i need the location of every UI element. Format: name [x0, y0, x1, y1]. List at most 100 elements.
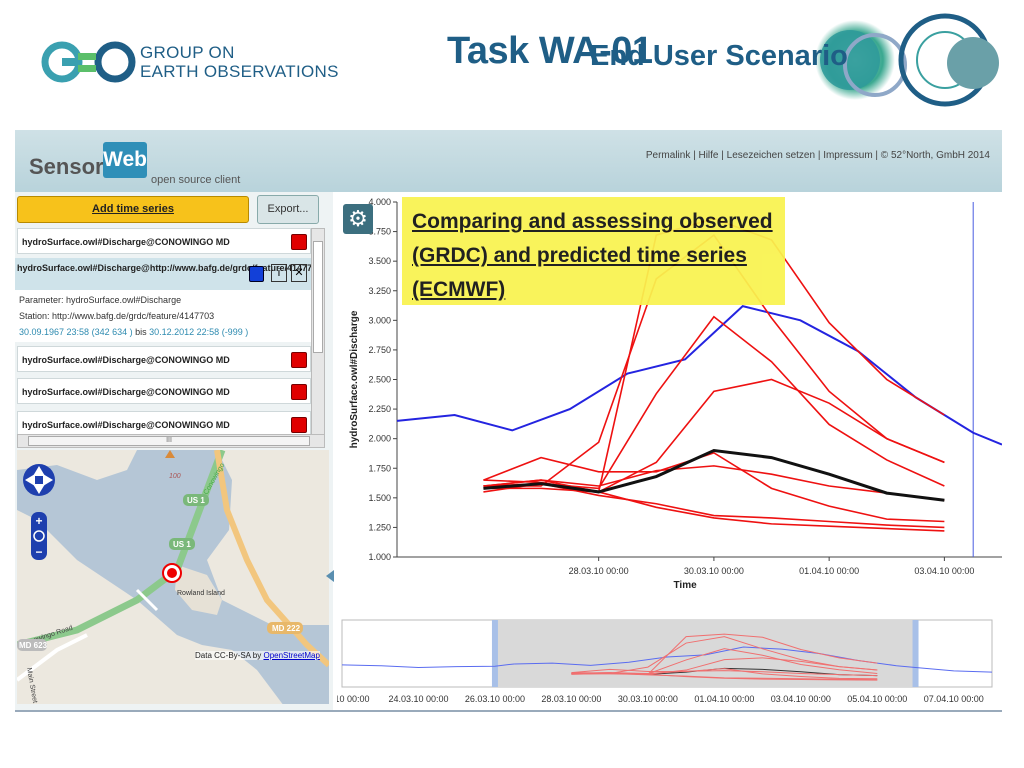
overview-series-line: [571, 636, 878, 675]
close-icon[interactable]: ✕: [291, 264, 307, 282]
logo-subtitle: open source client: [151, 174, 241, 186]
y-tick-label: 1.500: [368, 493, 391, 503]
scroll-grip: III: [166, 437, 172, 444]
road-md623: [17, 633, 88, 682]
zoom-control[interactable]: [31, 512, 47, 560]
series-line: [396, 305, 1002, 446]
map-attribution: Data CC-By-SA by OpenStreetMap: [195, 651, 320, 660]
x-tick-label: 30.03.10 00:00: [684, 566, 744, 576]
decorative-rings: [795, 8, 1024, 108]
chart-area: 1.000 1.250 1.500 1.750 2.000 2.250 2.500 2.750…: [337, 192, 1002, 710]
range-start[interactable]: 30.09.1967 23:58 (342 634 ): [19, 327, 133, 337]
road-md222: [214, 450, 329, 668]
y-tick-label: 2.750: [368, 345, 391, 355]
horizontal-scrollbar[interactable]: III: [17, 434, 325, 448]
overview-series-line: [571, 670, 878, 677]
color-swatch[interactable]: [249, 266, 264, 282]
series-line: [483, 378, 945, 493]
annotation-box: Comparing and assessing observed (GRDC) …: [402, 197, 785, 305]
color-swatch[interactable]: [291, 352, 307, 368]
range-end[interactable]: 30.12.2012 22:58 (-999 ): [149, 327, 249, 337]
list-item[interactable]: hydroSurface.owl#Discharge@CONOWINGO MD: [17, 346, 311, 372]
peak-marker: [165, 450, 175, 458]
y-tick-label: 1.250: [368, 522, 391, 532]
list-item[interactable]: hydroSurface.owl#Discharge@CONOWINGO MD: [17, 228, 311, 254]
osm-link[interactable]: OpenStreetMap: [263, 651, 320, 660]
range-mid: bis: [132, 327, 150, 337]
y-tick-label: 3.000: [368, 315, 391, 325]
add-time-series-button[interactable]: Add time series: [17, 196, 249, 223]
list-item[interactable]: hydroSurface.owl#Discharge@CONOWINGO MD: [17, 411, 311, 437]
series-line: [483, 487, 945, 532]
series-line: [483, 448, 945, 502]
overview-tick-label: 01.04.10 00:00: [694, 694, 754, 704]
list-item[interactable]: hydroSurface.owl#Discharge@CONOWINGO MD: [17, 378, 311, 404]
sensorweb-app: Sensor Web open source client Permalink …: [15, 130, 1002, 712]
x-tick-label: 01.04.10 00:00: [799, 566, 859, 576]
road-shield: US 1: [187, 496, 205, 505]
geo-logo-mark: [41, 41, 136, 83]
export-button[interactable]: Export...: [257, 195, 319, 224]
x-tick-label: 28.03.10 00:00: [569, 566, 629, 576]
series-label: hydroSurface.owl#Discharge@CONOWINGO MD: [22, 237, 230, 247]
globe-icon[interactable]: [33, 530, 45, 542]
geo-logo: [40, 38, 340, 88]
overview-selection: [494, 620, 916, 687]
color-swatch[interactable]: [291, 234, 307, 250]
vertical-scrollbar[interactable]: [311, 228, 325, 442]
zoom-in-button[interactable]: +: [35, 514, 42, 528]
map-canvas[interactable]: 100 Conowingo Road Rowland Island Conowi…: [17, 450, 329, 704]
overview-series-line: [571, 668, 878, 680]
overview-tick-label: 2.03.10 00:00: [337, 694, 370, 704]
color-swatch[interactable]: [291, 384, 307, 400]
logo-sensor: Sensor: [29, 154, 104, 179]
road-shield: MD 623: [19, 641, 48, 650]
y-tick-label: 1.000: [368, 552, 391, 562]
gear-icon[interactable]: ⚙: [343, 204, 373, 234]
y-tick-label: 2.500: [368, 375, 391, 385]
header-links[interactable]: Permalink | Hilfe | Lesezeichen setzen |…: [645, 150, 990, 161]
overview-series-line: [915, 666, 993, 673]
rings-graphic: [815, 13, 999, 107]
y-tick-label: 3.500: [368, 256, 391, 266]
series-label: hydroSurface.owl#Discharge@CONOWINGO MD: [22, 387, 230, 397]
list-item-expanded[interactable]: hydroSurface.owl#Discharge@http://www.ba…: [15, 258, 322, 342]
pan-control[interactable]: [23, 464, 55, 496]
left-panel: Add time series Export... hydroSurface.o…: [15, 192, 333, 710]
chart-canvas[interactable]: 1.000 1.250 1.500 1.750 2.000 2.250 2.500 2.750…: [337, 192, 1002, 710]
y-tick-label: 3.750: [368, 227, 391, 237]
map[interactable]: 100 Conowingo Road Rowland Island Conowi…: [17, 450, 329, 704]
overview-tick-label: 05.04.10 00:00: [847, 694, 907, 704]
annotation-text: Comparing and assessing observed (GRDC) …: [412, 210, 773, 301]
org-line2: EARTH OBSERVATIONS: [140, 62, 339, 81]
logo-web: Web: [103, 142, 147, 178]
zoom-out-button[interactable]: −: [35, 545, 42, 559]
overview-handle-left: [491, 620, 498, 687]
range-line: 30.09.1967 23:58 (342 634 ) bis 30.12.20…: [19, 327, 248, 337]
elevation-label: 100: [169, 473, 181, 480]
y-tick-label: 2.000: [368, 434, 391, 444]
color-swatch[interactable]: [291, 417, 307, 433]
scrollbar-thumb[interactable]: III: [28, 436, 310, 446]
overview-tick-label: 26.03.10 00:00: [465, 694, 525, 704]
road-shield: MD 222: [272, 624, 301, 633]
x-axis-label: Time: [674, 580, 698, 591]
overview-series-line: [341, 663, 515, 668]
overview-handle-right: [912, 620, 919, 687]
info-icon[interactable]: i: [271, 264, 287, 282]
app-header: Sensor Web open source client Permalink …: [15, 130, 1002, 192]
attribution-text: Data CC-By-SA by: [195, 651, 264, 660]
x-tick-label: 03.04.10 00:00: [914, 566, 974, 576]
y-tick-label: 3.250: [368, 286, 391, 296]
series-line: [483, 451, 945, 523]
y-tick-label: 2.250: [368, 404, 391, 414]
overview-tick-label: 28.03.10 00:00: [541, 694, 601, 704]
overview-tick-label: 07.04.10 00:00: [924, 694, 984, 704]
overview-tick-label: 03.04.10 00:00: [771, 694, 831, 704]
task-title: Task WA-01: [447, 30, 653, 72]
parameter-line: Parameter: hydroSurface.owl#Discharge: [19, 295, 182, 305]
collapse-arrow-icon[interactable]: [326, 570, 334, 582]
scrollbar-thumb[interactable]: [313, 241, 323, 353]
road-shield: US 1: [173, 540, 191, 549]
overview-series-line: [571, 673, 878, 681]
